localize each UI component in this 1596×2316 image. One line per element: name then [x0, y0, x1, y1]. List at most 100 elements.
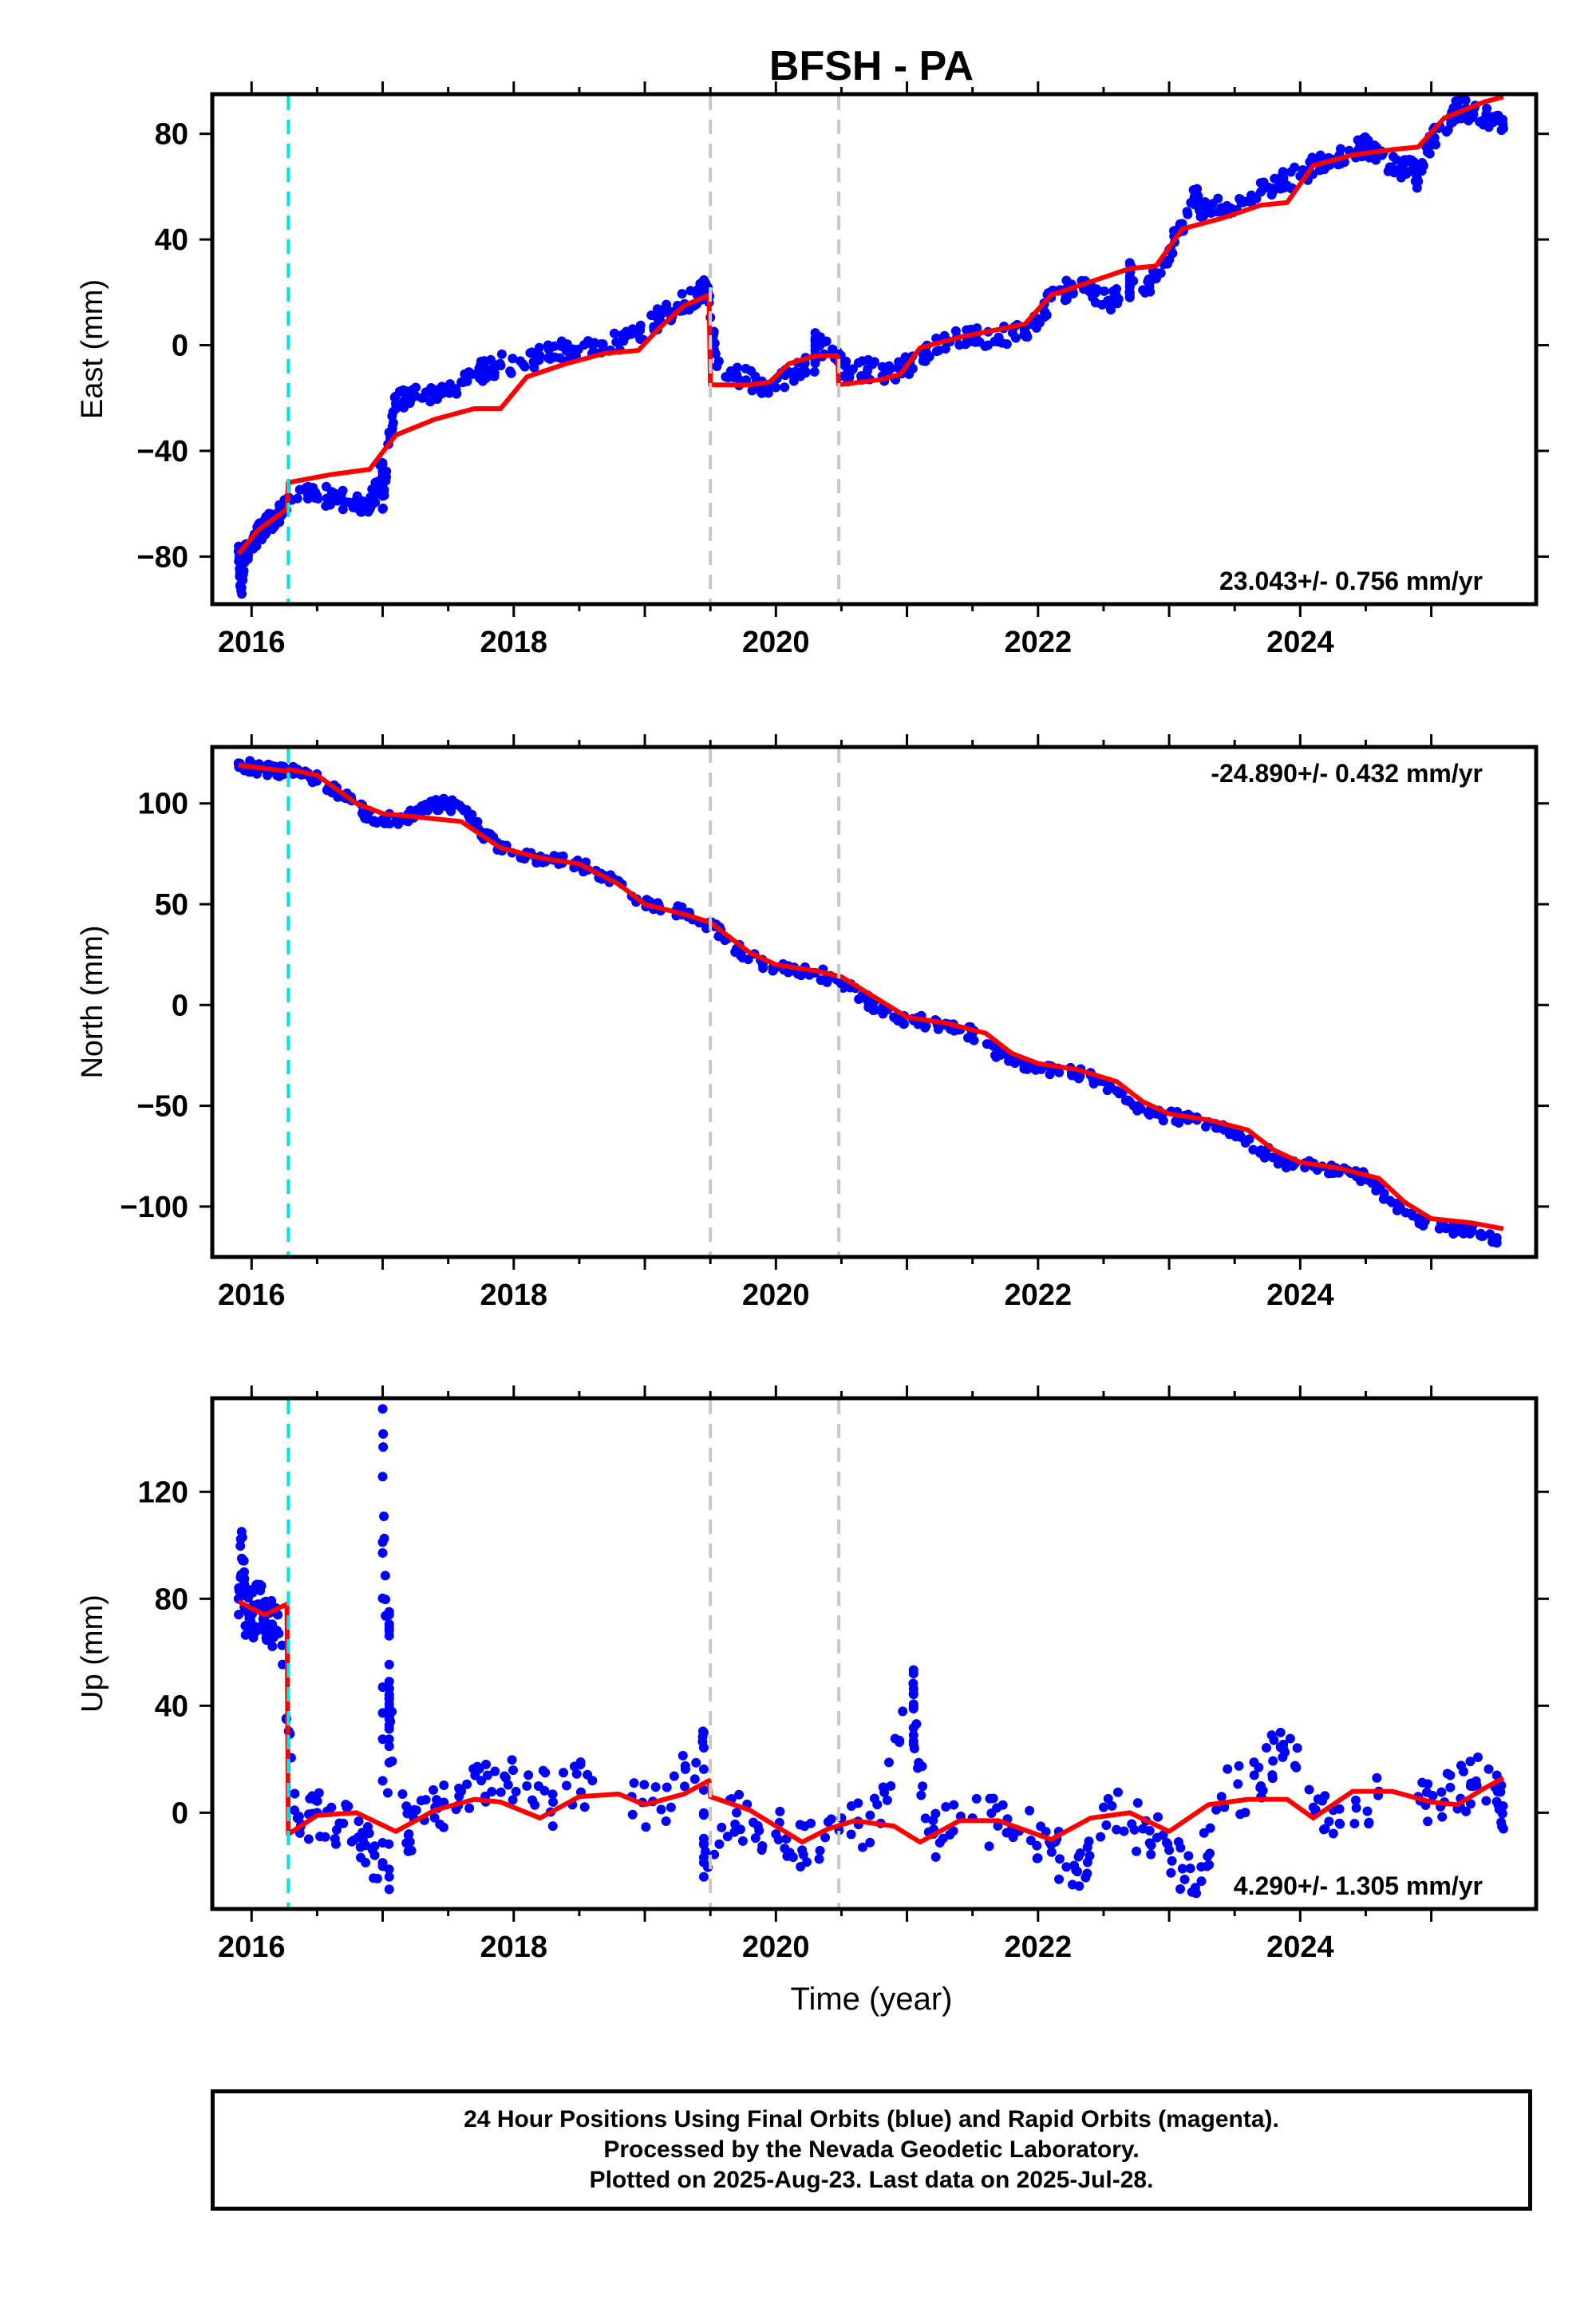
up-panel-daily-point	[354, 1816, 364, 1827]
east-panel-daily-point	[1335, 159, 1345, 169]
up-panel-daily-point	[1223, 1764, 1233, 1774]
east-panel-daily-point	[496, 349, 507, 359]
up-panel-daily-point	[277, 1640, 287, 1650]
up-panel-daily-point	[369, 1850, 380, 1860]
up-panel-daily-point	[579, 1802, 590, 1812]
up-panel-daily-point	[377, 1472, 388, 1482]
up-panel-daily-point	[1275, 1727, 1286, 1737]
north-panel-daily-point	[899, 1019, 909, 1030]
up-panel-daily-point	[1061, 1862, 1072, 1872]
north-panel-daily-point	[437, 798, 447, 808]
up-panel-frame	[210, 1396, 1539, 1911]
up-panel-daily-point	[1465, 1780, 1476, 1791]
up-panel-daily-point	[698, 1742, 709, 1753]
up-panel-daily-point	[1249, 1770, 1259, 1780]
processing-note-line-1: 24 Hour Positions Using Final Orbits (bl…	[464, 2106, 1279, 2132]
east-panel-daily-point	[463, 370, 473, 381]
up-panel-daily-point	[1350, 1795, 1361, 1805]
up-panel-daily-point	[235, 1541, 246, 1551]
up-panel-daily-point	[234, 1610, 244, 1620]
north-panel-xtick-label: 2018	[480, 1279, 548, 1312]
up-panel-daily-point	[468, 1764, 479, 1774]
east-panel-daily-point	[1319, 164, 1329, 175]
east-panel-daily-point	[1256, 187, 1266, 197]
east-panel-daily-point	[1182, 207, 1192, 217]
north-panel-daily-point	[1036, 1064, 1046, 1074]
east-panel-daily-point	[1482, 103, 1492, 113]
north-panel-daily-point	[368, 816, 378, 827]
up-panel-daily-point	[1075, 1848, 1085, 1859]
up-panel-daily-point	[1436, 1787, 1447, 1797]
up-panel-daily-point	[377, 1547, 388, 1558]
up-panel-daily-point	[701, 1847, 711, 1857]
up-panel-daily-point	[1112, 1787, 1123, 1797]
east-panel-daily-point	[332, 493, 342, 504]
up-panel-daily-point	[737, 1836, 748, 1846]
up-panel-daily-point	[326, 1802, 337, 1812]
east-panel-daily-point	[456, 377, 467, 387]
up-panel-daily-point	[1119, 1826, 1129, 1836]
east-panel-daily-point	[489, 362, 500, 372]
up-panel-daily-point	[1465, 1799, 1476, 1809]
east-panel-daily-point	[614, 338, 624, 348]
north-panel-daily-point	[433, 805, 443, 816]
east-panel-daily-point	[869, 357, 879, 367]
up-panel-daily-point	[666, 1802, 676, 1812]
east-panel-daily-point	[1192, 196, 1203, 206]
north-panel-daily-point	[1133, 1101, 1144, 1112]
up-panel-daily-point	[575, 1759, 586, 1769]
up-panel-daily-point	[248, 1623, 259, 1634]
up-panel-daily-point	[669, 1771, 679, 1781]
up-panel-daily-point	[1292, 1743, 1302, 1753]
up-panel-daily-point	[814, 1854, 824, 1864]
east-panel-daily-point	[390, 398, 401, 409]
up-panel-daily-point	[1421, 1787, 1432, 1797]
up-panel-daily-point	[239, 1567, 250, 1577]
up-panel-daily-point	[361, 1857, 371, 1867]
north-panel-y-axis-label: North (mm)	[76, 925, 109, 1078]
east-panel-daily-point	[609, 328, 619, 338]
up-panel-daily-point	[378, 1429, 389, 1439]
up-panel-daily-point	[698, 1727, 709, 1737]
up-panel-daily-point	[898, 1706, 908, 1717]
east-panel-daily-point	[809, 366, 820, 377]
up-panel-daily-point	[1481, 1796, 1491, 1806]
up-panel-daily-point	[381, 1595, 391, 1605]
up-panel-daily-point	[571, 1769, 582, 1779]
up-panel-daily-point	[487, 1787, 497, 1797]
up-panel-daily-point	[775, 1806, 785, 1816]
up-panel-daily-point	[1240, 1808, 1250, 1818]
north-panel-daily-point	[1020, 1061, 1030, 1071]
up-panel-daily-point	[384, 1610, 394, 1620]
up-panel-daily-point	[846, 1801, 856, 1812]
east-panel-daily-point	[1197, 207, 1207, 218]
up-panel-daily-point	[273, 1610, 283, 1620]
up-panel-daily-point	[1495, 1787, 1506, 1797]
up-panel-daily-point	[1054, 1874, 1065, 1884]
north-panel-daily-point	[417, 802, 427, 812]
up-panel-daily-point	[247, 1610, 257, 1620]
up-panel-daily-point	[1167, 1856, 1177, 1866]
up-panel-daily-point	[882, 1795, 892, 1805]
up-panel-daily-point	[857, 1842, 867, 1852]
north-panel-daily-point	[1448, 1228, 1459, 1239]
east-panel-daily-point	[950, 326, 961, 336]
up-panel-daily-point	[1442, 1769, 1452, 1779]
up-panel-daily-point	[292, 1813, 302, 1824]
up-panel-daily-point	[548, 1796, 559, 1807]
up-panel-daily-point	[698, 1784, 709, 1795]
east-panel-daily-point	[882, 366, 892, 377]
north-panel-daily-point	[1102, 1085, 1112, 1096]
up-panel-daily-point	[384, 1683, 394, 1694]
up-panel-daily-point	[714, 1839, 725, 1849]
east-panel-daily-point	[236, 575, 247, 585]
east-panel-daily-point	[1441, 127, 1452, 137]
up-panel-daily-point	[1362, 1806, 1373, 1816]
east-panel-daily-point	[357, 507, 367, 517]
up-panel-model-fit-line	[237, 1599, 1505, 1845]
east-panel-daily-point	[1393, 166, 1404, 176]
up-panel-daily-point	[1268, 1756, 1278, 1766]
up-panel-daily-point	[1098, 1802, 1108, 1812]
up-panel-daily-point	[1096, 1832, 1106, 1842]
up-panel-daily-point	[909, 1743, 919, 1753]
